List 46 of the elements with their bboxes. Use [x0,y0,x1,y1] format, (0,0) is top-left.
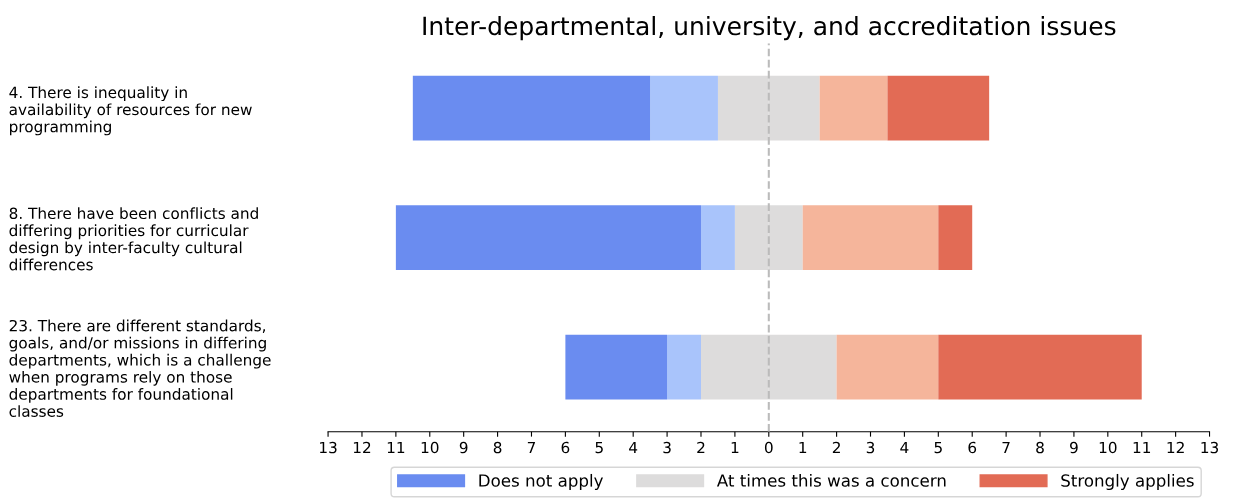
x-tick-label: 6 [561,441,570,454]
x-tick-label: 8 [1036,441,1044,454]
x-tick-label: 13 [320,441,337,454]
bar [938,334,1142,400]
bar [700,205,735,270]
x-tick-label: 3 [866,441,875,454]
x-tick-label: 5 [934,441,942,454]
bar [667,334,701,400]
x-tick-label: 1 [799,441,807,454]
chart-title: Inter-departmental, university, and accreditation issues [423,16,1116,41]
bar [938,205,973,270]
legend-label: Does not apply [479,473,603,491]
x-tick-label: 9 [459,441,468,454]
bar [650,75,718,141]
x-tick-label: 2 [832,441,840,454]
x-tick-label: 7 [1002,441,1010,454]
x-tick-label: 1 [731,441,739,454]
x-tick-label: 3 [663,441,671,454]
bar [395,205,701,270]
x-tick-label: 4 [629,441,638,454]
x-tick-label: 4 [900,441,909,454]
bar [565,334,668,400]
x-tick-label: 10 [1099,441,1117,454]
x-tick-label: 10 [421,441,439,454]
x-tick-label: 6 [968,441,977,454]
y-tick-label: 23. There are different standards, goals, and/or missions in differing departments, which is a challenge when programs rely on those departments for foundational classes [9,319,271,417]
x-tick-label: 11 [1133,441,1151,454]
bar [887,75,990,141]
legend-label: Strongly applies [1061,473,1194,491]
bar [412,75,651,141]
bar [836,334,939,400]
y-tick-label: 4. There is inequality in availability of resources for new programming [9,86,252,136]
x-tick-label: 7 [527,441,536,454]
x-tick-label: 13 [1201,441,1219,454]
x-tick-label: 9 [1070,441,1078,454]
x-tick-label: 11 [387,441,405,454]
x-tick-label: 5 [595,441,603,454]
x-tick-label: 12 [353,441,371,454]
x-tick-label: 2 [697,441,705,454]
bar [819,75,888,141]
x-tick-label: 0 [764,441,773,454]
x-tick-label: 8 [493,441,502,454]
y-tick-label: 8. There have been conflicts and differing priorities for curricular design by inter-faculty cultural differences [9,207,258,271]
x-tick-label: 12 [1167,441,1184,454]
legend-label: At times this was a concern [716,473,946,487]
bar [802,205,939,270]
